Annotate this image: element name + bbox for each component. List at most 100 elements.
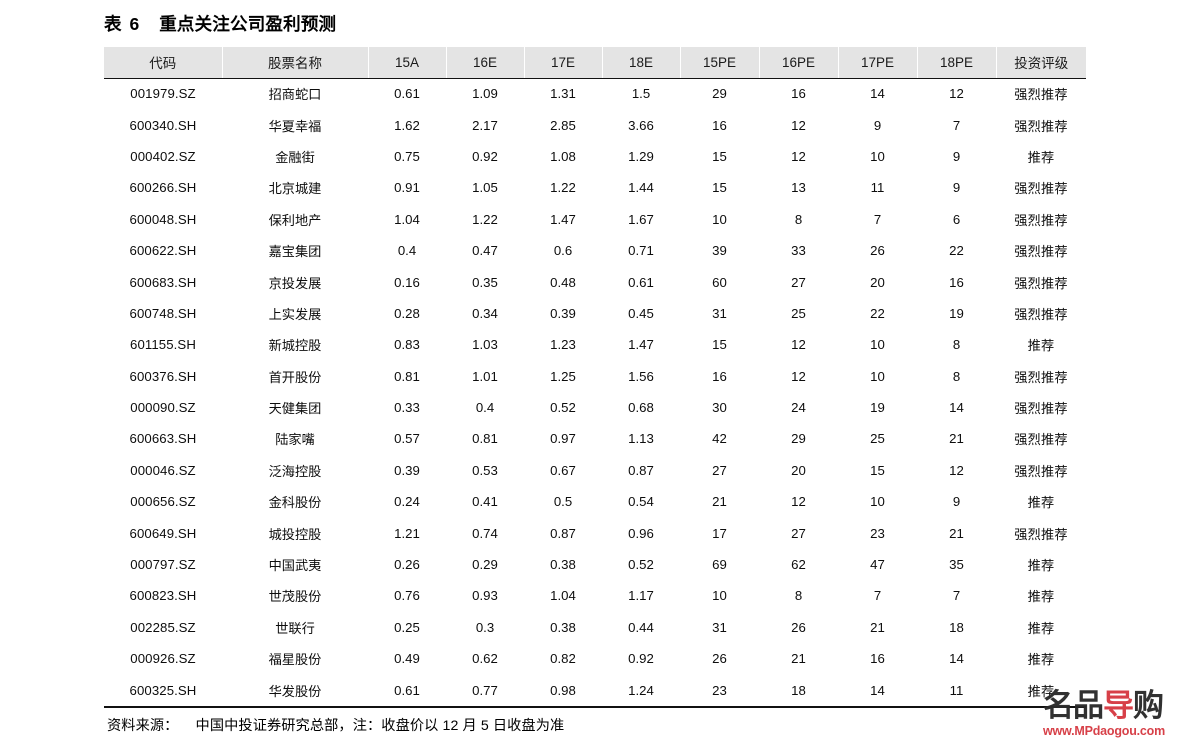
cell-pe17: 9: [873, 117, 882, 133]
cell-code: 000797.SZ: [130, 557, 196, 573]
cell-pe17: 7: [873, 211, 882, 227]
table-row[interactable]: 000656.SZ 金科股份 0.24 0.41 0.5 0.54 21 12 10 9 推荐: [104, 486, 1086, 517]
column-header-rating[interactable]: 投资评级: [996, 47, 1086, 79]
table-row[interactable]: 000797.SZ 中国武夷 0.26 0.29 0.38 0.52 69 62 47 35 推荐: [104, 549, 1086, 580]
cell-eps15a: 0.33: [394, 400, 420, 416]
cell-pe15: 31: [712, 619, 727, 635]
table-row[interactable]: 000046.SZ 泛海控股 0.39 0.53 0.67 0.87 27 20 15 12 强烈推…: [104, 455, 1086, 486]
cell-code: 000926.SZ: [130, 651, 196, 667]
cell-eps18e: 0.71: [628, 243, 654, 259]
cell-eps17e: 0.38: [550, 619, 576, 635]
column-header-pe15[interactable]: 15PE: [680, 47, 760, 79]
cell-pe15: 42: [712, 431, 727, 447]
cell-pe18: 6: [952, 211, 961, 227]
table-row[interactable]: 600663.SH 陆家嘴 0.57 0.81 0.97 1.13 42 29 25 21 强烈推荐: [104, 423, 1086, 454]
cell-eps15a: 0.81: [394, 368, 420, 384]
cell-pe15: 10: [712, 211, 727, 227]
cell-eps15a: 0.49: [394, 651, 420, 667]
cell-eps16e: 0.93: [472, 588, 498, 604]
cell-name: 世联行: [275, 620, 315, 636]
cell-pe18: 21: [949, 525, 964, 541]
cell-eps16e: 0.29: [472, 557, 498, 573]
table-row[interactable]: 600622.SH 嘉宝集团 0.4 0.47 0.6 0.71 39 33 26 22 强烈推荐: [104, 235, 1086, 266]
cell-pe15: 31: [712, 305, 727, 321]
cell-eps18e: 0.45: [628, 305, 654, 321]
cell-eps17e: 0.39: [550, 305, 576, 321]
cell-pe17: 47: [870, 557, 885, 573]
table-row[interactable]: 600325.SH 华发股份 0.61 0.77 0.98 1.24 23 18 14 11 推荐: [104, 674, 1086, 705]
cell-eps17e: 0.82: [550, 651, 576, 667]
cell-code: 000046.SZ: [130, 462, 196, 478]
cell-eps17e: 0.98: [550, 682, 576, 698]
cell-pe17: 10: [870, 148, 885, 164]
column-header-name[interactable]: 股票名称: [222, 47, 369, 79]
cell-code: 600649.SH: [129, 525, 197, 541]
table-row[interactable]: 600048.SH 保利地产 1.04 1.22 1.47 1.67 10 8 7 6 强烈推荐: [104, 204, 1086, 235]
cell-eps17e: 0.6: [553, 243, 573, 259]
cell-rating: 推荐: [1027, 558, 1055, 574]
cell-eps17e: 1.08: [550, 148, 576, 164]
cell-eps16e: 0.53: [472, 462, 498, 478]
table-row[interactable]: 002285.SZ 世联行 0.25 0.3 0.38 0.44 31 26 21 18 推荐: [104, 612, 1086, 643]
table-row[interactable]: 600683.SH 京投发展 0.16 0.35 0.48 0.61 60 27 20 16 强烈推…: [104, 266, 1086, 297]
table-row[interactable]: 600748.SH 上实发展 0.28 0.34 0.39 0.45 31 25 22 19 强烈推…: [104, 298, 1086, 329]
cell-eps15a: 0.28: [394, 305, 420, 321]
cell-pe17: 26: [870, 243, 885, 259]
cell-name: 北京城建: [268, 181, 322, 197]
column-header-eps17e[interactable]: 17E: [524, 47, 603, 79]
cell-pe16: 12: [791, 117, 806, 133]
table-row[interactable]: 600266.SH 北京城建 0.91 1.05 1.22 1.44 15 13 11 9 强烈推荐: [104, 172, 1086, 203]
table-row[interactable]: 601155.SH 新城控股 0.83 1.03 1.23 1.47 15 12 10 8 推荐: [104, 329, 1086, 360]
cell-eps15a: 0.76: [394, 588, 420, 604]
cell-pe15: 26: [712, 651, 727, 667]
table-row[interactable]: 600649.SH 城投控股 1.21 0.74 0.87 0.96 17 27 23 21 强烈推…: [104, 517, 1086, 548]
table-row[interactable]: 000090.SZ 天健集团 0.33 0.4 0.52 0.68 30 24 19 14 强烈推荐: [104, 392, 1086, 423]
cell-pe17: 10: [870, 368, 885, 384]
table-bottom-rule: [104, 706, 1086, 708]
table-row[interactable]: 600823.SH 世茂股份 0.76 0.93 1.04 1.17 10 8 7 7 推荐: [104, 580, 1086, 611]
table-row[interactable]: 001979.SZ 招商蛇口 0.61 1.09 1.31 1.5 29 16 14 12 强烈推荐: [104, 78, 1086, 109]
cell-eps18e: 0.61: [628, 274, 654, 290]
cell-rating: 强烈推荐: [1014, 401, 1068, 417]
cell-rating: 推荐: [1027, 683, 1055, 699]
cell-eps16e: 0.34: [472, 305, 498, 321]
cell-eps17e: 0.38: [550, 557, 576, 573]
cell-eps15a: 0.16: [394, 274, 420, 290]
cell-name: 首开股份: [268, 369, 322, 385]
cell-pe16: 8: [794, 211, 803, 227]
cell-pe18: 14: [949, 651, 964, 667]
cell-eps15a: 1.62: [394, 117, 420, 133]
column-header-eps18e[interactable]: 18E: [602, 47, 681, 79]
column-header-pe16[interactable]: 16PE: [759, 47, 839, 79]
cell-code: 000090.SZ: [130, 400, 196, 416]
cell-eps16e: 1.09: [472, 86, 498, 102]
cell-pe15: 10: [712, 588, 727, 604]
cell-code: 600748.SH: [129, 305, 197, 321]
column-header-eps15a[interactable]: 15A: [368, 47, 447, 79]
cell-name: 福星股份: [268, 652, 322, 668]
column-header-eps16e[interactable]: 16E: [446, 47, 525, 79]
cell-eps16e: 1.22: [472, 211, 498, 227]
table-row[interactable]: 600376.SH 首开股份 0.81 1.01 1.25 1.56 16 12 10 8 强烈推荐: [104, 361, 1086, 392]
cell-eps18e: 0.44: [628, 619, 654, 635]
title-number: 6: [129, 14, 140, 34]
table-row[interactable]: 000926.SZ 福星股份 0.49 0.62 0.82 0.92 26 21 16 14 推荐: [104, 643, 1086, 674]
column-header-pe17[interactable]: 17PE: [838, 47, 918, 79]
cell-pe17: 22: [870, 305, 885, 321]
cell-eps15a: 0.57: [394, 431, 420, 447]
cell-pe15: 69: [712, 557, 727, 573]
table-row[interactable]: 000402.SZ 金融街 0.75 0.92 1.08 1.29 15 12 10 9 推荐: [104, 141, 1086, 172]
column-header-code[interactable]: 代码: [104, 47, 223, 79]
cell-pe18: 19: [949, 305, 964, 321]
cell-eps15a: 0.61: [394, 86, 420, 102]
column-header-pe18[interactable]: 18PE: [917, 47, 997, 79]
cell-pe15: 15: [712, 180, 727, 196]
table-row[interactable]: 600340.SH 华夏幸福 1.62 2.17 2.85 3.66 16 12 9 7 强烈推荐: [104, 109, 1086, 140]
cell-eps17e: 1.04: [550, 588, 576, 604]
cell-pe16: 24: [791, 400, 806, 416]
cell-pe17: 19: [870, 400, 885, 416]
cell-pe18: 8: [952, 368, 961, 384]
source-value: 中国中投证券研究总部，注：收盘价以 12 月 5 日收盘为准: [195, 718, 565, 734]
cell-eps17e: 0.97: [550, 431, 576, 447]
cell-eps18e: 0.52: [628, 557, 654, 573]
